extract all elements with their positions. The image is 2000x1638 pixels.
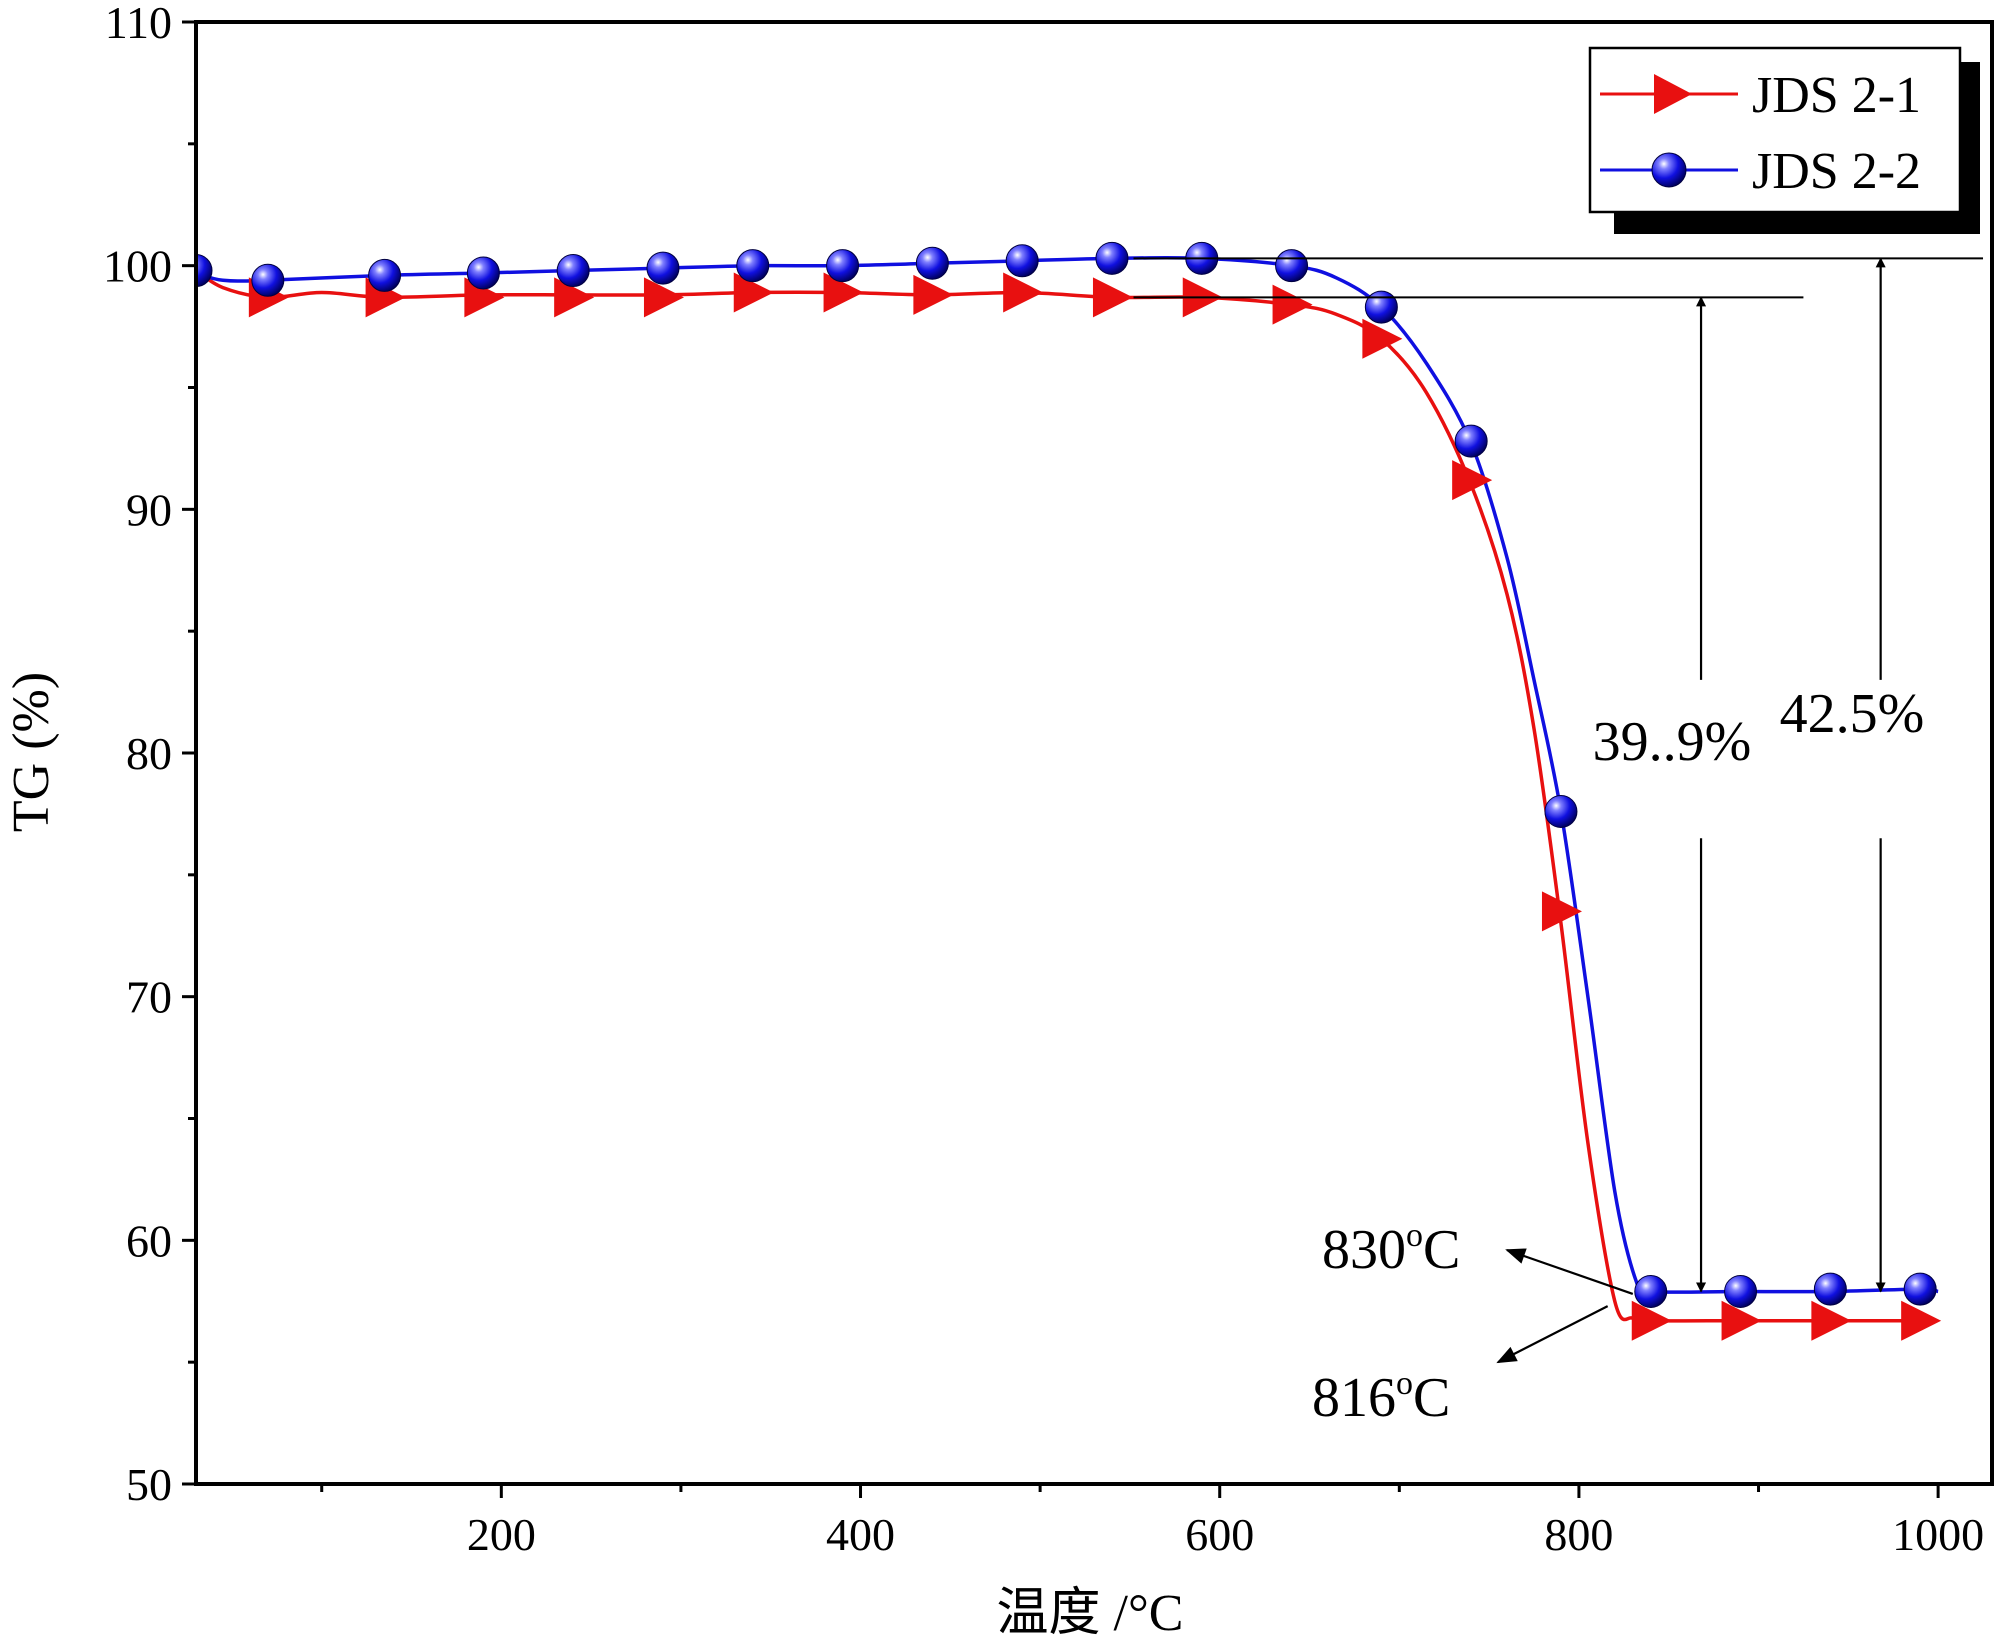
legend-marker-jds-2-2 — [1651, 152, 1687, 188]
plot-frame — [194, 20, 1994, 1486]
legend-label-jds-2-2: JDS 2-2 — [1752, 143, 1921, 200]
x-tick-label: 600 — [1185, 1509, 1254, 1560]
data-point-jds-2-2 — [1095, 241, 1129, 275]
mass-loss-label-425: 42.5% — [1780, 683, 1925, 745]
data-point-jds-2-1 — [733, 272, 774, 313]
data-point-jds-2-2 — [1454, 424, 1488, 458]
data-point-jds-2-2 — [1005, 244, 1039, 278]
x-tick-label: 400 — [826, 1509, 895, 1560]
data-point-jds-2-1 — [554, 277, 595, 318]
data-point-jds-2-1 — [1362, 318, 1403, 359]
data-point-jds-2-1 — [1452, 460, 1493, 501]
x-tick-label: 200 — [467, 1509, 536, 1560]
y-tick-label: 110 — [105, 0, 172, 48]
annotation-layer — [1133, 257, 1984, 1364]
legend-marker-jds-2-1 — [1654, 74, 1692, 114]
data-point-jds-2-1 — [1541, 891, 1582, 932]
x-tick-label: 800 — [1544, 1509, 1613, 1560]
y-tick-label: 50 — [126, 1459, 172, 1510]
mass-loss-label-399: 39..9% — [1593, 711, 1752, 773]
data-point-jds-2-1 — [913, 274, 954, 315]
data-point-jds-2-2 — [1634, 1275, 1668, 1309]
data-point-jds-2-1 — [1092, 277, 1133, 318]
data-point-jds-2-2 — [1544, 794, 1578, 828]
data-point-jds-2-2 — [646, 251, 680, 285]
temperature-pointer-arrow — [1505, 1248, 1634, 1295]
legend: JDS 2-1 JDS 2-2 — [1588, 46, 1980, 234]
data-point-jds-2-1 — [1272, 284, 1313, 325]
temperature-pointer-arrow — [1496, 1305, 1609, 1364]
data-point-jds-2-1 — [1901, 1300, 1942, 1341]
legend-label-jds-2-1: JDS 2-1 — [1752, 67, 1921, 124]
data-point-jds-2-2 — [826, 249, 860, 283]
data-point-jds-2-2 — [1724, 1275, 1758, 1309]
y-tick-label: 60 — [126, 1215, 172, 1266]
data-point-jds-2-2 — [1364, 290, 1398, 324]
data-point-jds-2-1 — [1721, 1300, 1762, 1341]
data-point-jds-2-2 — [368, 258, 402, 292]
data-point-jds-2-1 — [1003, 272, 1044, 313]
y-tick-label: 90 — [126, 484, 172, 535]
series-layer — [196, 241, 1942, 1341]
data-point-jds-2-2 — [915, 246, 949, 280]
y-tick-label: 80 — [126, 728, 172, 779]
data-point-jds-2-2 — [1903, 1272, 1937, 1306]
data-point-jds-2-2 — [1813, 1272, 1847, 1306]
data-point-jds-2-2 — [1275, 249, 1309, 283]
data-point-jds-2-2 — [736, 249, 770, 283]
data-point-jds-2-1 — [1631, 1300, 1672, 1341]
data-point-jds-2-2 — [251, 263, 285, 297]
y-tick-label: 70 — [126, 972, 172, 1023]
y-axis-title: TG (%) — [3, 672, 60, 832]
y-tick-label: 100 — [103, 241, 172, 292]
temp-label-816: 816oC — [1312, 1365, 1450, 1429]
data-point-jds-2-1 — [464, 277, 505, 318]
data-point-jds-2-1 — [1811, 1300, 1852, 1341]
series-line-jds-2-2 — [196, 255, 1939, 1295]
series-line-jds-2-1 — [196, 269, 1921, 1323]
data-point-jds-2-2 — [556, 254, 590, 288]
tick-labels: 200 400 600 800 1000 50 60 70 80 90 100 110 — [103, 0, 1984, 1560]
x-tick-label: 1000 — [1892, 1509, 1984, 1560]
data-point-jds-2-1 — [823, 272, 864, 313]
data-point-jds-2-2 — [466, 256, 500, 290]
data-point-jds-2-1 — [643, 277, 684, 318]
data-point-jds-2-2 — [196, 254, 213, 288]
temp-label-830: 830oC — [1322, 1217, 1460, 1281]
legend-box — [1588, 46, 1962, 214]
x-axis-title: 温度 /°C — [997, 1585, 1184, 1638]
